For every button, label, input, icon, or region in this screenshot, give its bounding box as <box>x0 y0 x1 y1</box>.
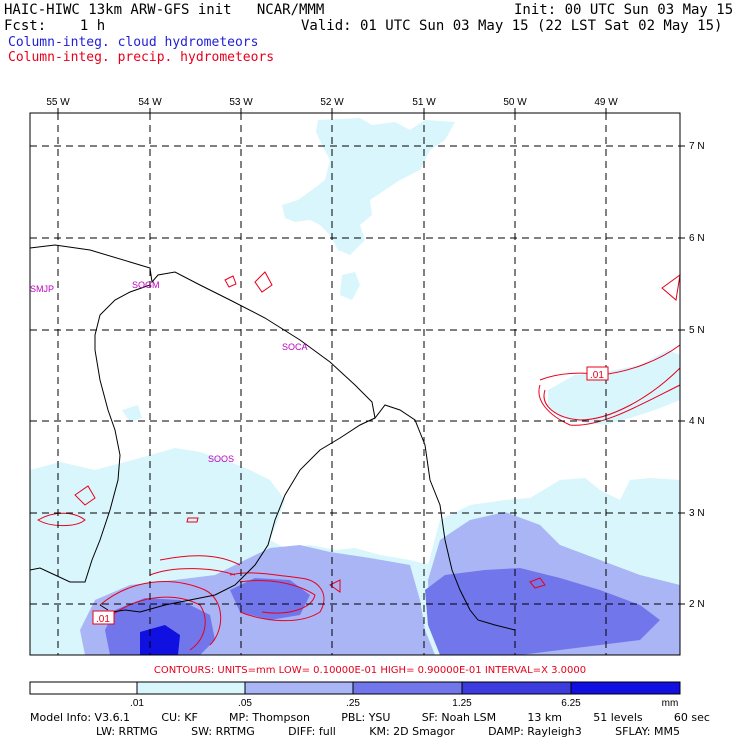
model-km: KM: 2D Smagor <box>369 725 455 738</box>
contour-south-c <box>149 555 241 576</box>
colorbar-seg-1 <box>136 681 246 695</box>
border-southwest <box>99 604 109 611</box>
lon-label-49w: 49 W <box>594 97 618 108</box>
lon-label-53w: 53 W <box>229 97 253 108</box>
model-version: Model Info: V3.6.1 <box>30 711 131 724</box>
valid-time: Valid: 01 UTC Sun 03 May 15 (22 LST Sat … <box>301 18 723 34</box>
colorbar-tick-4: 6.25 <box>561 698 581 709</box>
station-smjp: SMJP <box>30 284 54 294</box>
contour-east-small <box>661 273 681 301</box>
model-mp: MP: Thompson <box>229 711 310 724</box>
contour-south-e <box>329 579 341 593</box>
init-time: Init: 00 UTC Sun 03 May 15 <box>514 2 734 18</box>
colorbar-tick-0: .01 <box>130 698 144 709</box>
color-bar <box>29 681 681 695</box>
lon-label-55w: 55 W <box>46 97 70 108</box>
contour-south-d <box>529 577 546 589</box>
model-info-line-2: LW: RRTMG SW: RRTMG DIFF: full KM: 2D Sm… <box>96 725 680 738</box>
colorbar-seg-5 <box>570 681 681 695</box>
lat-label-7n: 7 N <box>689 141 705 152</box>
colorbar-tick-3: 1.25 <box>452 698 472 709</box>
lon-labels: 55 W 54 W 53 W 52 W 51 W 50 W 49 W <box>46 97 618 108</box>
plot-title: HAIC-HIWC 13km ARW-GFS init NCAR/MMM <box>4 2 325 18</box>
cloud-field-label: Column-integ. cloud hydrometeors <box>8 35 259 50</box>
model-info-line-1: Model Info: V3.6.1 CU: KF MP: Thompson P… <box>30 711 710 724</box>
colorbar-seg-0 <box>29 681 138 695</box>
lon-label-50w: 50 W <box>503 97 527 108</box>
model-lw: LW: RRTMG <box>96 725 158 738</box>
lat-labels: 7 N 6 N 5 N 4 N 3 N 2 N <box>689 141 705 610</box>
model-timestep: 60 sec <box>673 711 710 724</box>
model-pbl: PBL: YSU <box>341 711 391 724</box>
contour-west-3 <box>186 517 199 523</box>
cloud-shade-high-center <box>230 578 310 620</box>
model-cu: CU: KF <box>161 711 198 724</box>
lat-label-6n: 6 N <box>689 233 705 244</box>
colorbar-tick-1: .05 <box>238 698 252 709</box>
lat-label-3n: 3 N <box>689 508 705 519</box>
cloud-shade-high-southeast <box>425 568 660 655</box>
model-sflay: SFLAY: MM5 <box>615 725 680 738</box>
model-levels: 51 levels <box>593 711 643 724</box>
colorbar-seg-4 <box>461 681 572 695</box>
station-sogm: SOGM <box>132 280 160 290</box>
model-sw: SW: RRTMG <box>191 725 255 738</box>
forecast-hour: Fcst: 1 h <box>4 18 106 34</box>
coast-north <box>29 244 516 631</box>
lat-label-2n: 2 N <box>689 599 705 610</box>
cloud-shade-low-spot <box>122 405 142 422</box>
cloud-shade-low-island <box>340 272 360 300</box>
colorbar-seg-2 <box>244 681 354 695</box>
lon-label-51w: 51 W <box>412 97 436 108</box>
lat-label-4n: 4 N <box>689 416 705 427</box>
colorbar-units: mm <box>662 698 679 709</box>
lon-label-54w: 54 W <box>138 97 162 108</box>
colorbar-seg-3 <box>352 681 463 695</box>
lon-label-52w: 52 W <box>320 97 344 108</box>
model-sf: SF: Noah LSM <box>421 711 497 724</box>
contour-west-2 <box>37 512 86 527</box>
contour-tag-east: .01 <box>590 370 604 381</box>
coastline <box>29 244 516 631</box>
border-south <box>111 417 376 613</box>
contour-west-1 <box>74 485 96 506</box>
contour-info: CONTOURS: UNITS=mm LOW= 0.10000E-01 HIGH… <box>153 665 587 676</box>
colorbar-labels: .01 .05 .25 1.25 6.25 mm <box>130 698 678 709</box>
border-west <box>29 284 151 583</box>
map-frame <box>29 112 681 656</box>
contour-south-b <box>229 572 325 622</box>
model-diff: DIFF: full <box>288 725 336 738</box>
contour-tag-west: .01 <box>96 614 110 625</box>
station-labels: SMJP SOGM SOCA SOOS <box>30 280 308 464</box>
cloud-shade-low-north <box>282 118 455 255</box>
axis-ticks <box>57 108 685 605</box>
model-damp: DAMP: Rayleigh3 <box>488 725 582 738</box>
precip-contours <box>37 271 681 651</box>
colorbar-tick-2: .25 <box>346 698 360 709</box>
cloud-shading <box>30 118 680 655</box>
cloud-shade-low-east <box>548 350 680 425</box>
precip-field-label: Column-integ. precip. hydrometeors <box>8 50 275 65</box>
contour-north-1 <box>224 275 237 288</box>
contour-tags: .01 .01 <box>92 366 609 625</box>
station-soos: SOOS <box>208 454 234 464</box>
contour-north-2 <box>254 271 273 293</box>
lat-label-5n: 5 N <box>689 325 705 336</box>
contour-south-a <box>99 581 222 651</box>
graticule <box>30 113 680 655</box>
station-soca: SOCA <box>282 342 308 352</box>
model-res: 13 km <box>527 711 562 724</box>
